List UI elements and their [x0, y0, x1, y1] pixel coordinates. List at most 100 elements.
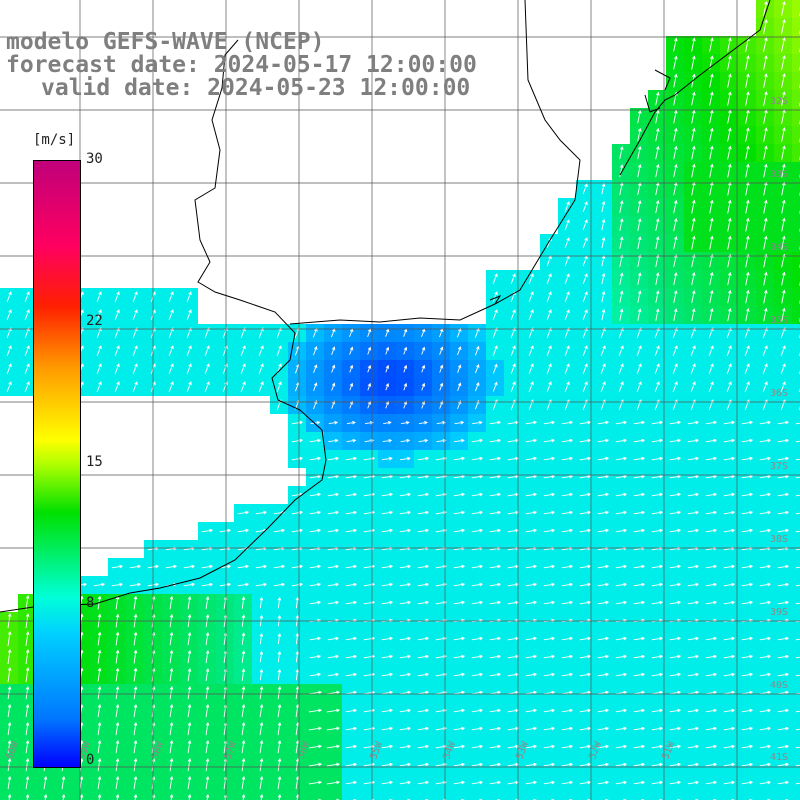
wind-arrow [258, 381, 264, 393]
wind-arrow [381, 672, 394, 677]
wind-arrow [169, 757, 174, 772]
wind-arrow [669, 600, 682, 605]
wind-arrow [723, 744, 736, 749]
wind-arrow [633, 708, 646, 713]
wind-arrow [759, 564, 772, 569]
field-cell [792, 0, 800, 18]
wind-arrow [723, 438, 736, 443]
wind-arrow [345, 744, 358, 749]
wind-arrow [579, 744, 592, 749]
wind-arrow [168, 345, 174, 357]
wind-arrow [169, 793, 174, 800]
wind-arrow [763, 73, 768, 88]
wind-arrow [741, 690, 754, 695]
wind-arrow [597, 636, 610, 641]
wind-arrow [510, 345, 516, 357]
wind-arrow [399, 492, 412, 497]
field-cell [792, 648, 800, 666]
wind-arrow [723, 420, 736, 425]
field-cell [792, 270, 800, 288]
wind-arrow [600, 363, 606, 375]
wind-arrow [705, 726, 718, 731]
wind-arrow [579, 492, 592, 497]
wind-arrow [169, 685, 174, 700]
wind-arrow [601, 272, 606, 285]
wind-arrow [7, 685, 12, 700]
wind-arrow [762, 327, 768, 339]
wind-arrow [691, 290, 696, 304]
wind-arrow [651, 726, 664, 731]
wind-arrow [543, 636, 556, 641]
wind-arrow [277, 703, 282, 718]
wind-arrow [615, 600, 628, 605]
wind-arrow [528, 381, 534, 393]
field-cell [594, 792, 612, 800]
wind-arrow [546, 327, 552, 339]
wind-arrow [346, 420, 356, 425]
wind-arrow [633, 780, 646, 785]
wind-arrow [201, 528, 214, 533]
title-valid-date: valid date: 2024-05-23 12:00:00 [41, 75, 471, 101]
wind-arrow [417, 474, 430, 479]
wind-arrow [186, 363, 192, 375]
wind-arrow [525, 690, 538, 695]
field-cell [792, 180, 800, 198]
wind-arrow [326, 780, 341, 785]
wind-arrow [129, 582, 142, 587]
wind-arrow [381, 474, 394, 479]
wind-arrow [525, 474, 538, 479]
wind-arrow [579, 690, 592, 695]
wind-arrow [489, 510, 502, 515]
wind-arrow [205, 739, 210, 754]
wind-arrow [417, 780, 430, 785]
wind-arrow [759, 420, 772, 425]
wind-arrow [309, 438, 322, 443]
wind-arrow [525, 438, 538, 443]
wind-arrow [780, 381, 786, 393]
wind-arrow [132, 381, 138, 393]
wind-arrow [669, 780, 682, 785]
wind-arrow [525, 492, 538, 497]
wind-arrow [651, 474, 664, 479]
wind-arrow [97, 667, 102, 682]
wind-arrow [273, 528, 286, 533]
wind-arrow [564, 291, 570, 303]
wind-arrow [489, 438, 502, 443]
wind-arrow [582, 345, 588, 357]
wind-arrow [673, 55, 678, 70]
wind-arrow [24, 309, 30, 321]
wind-arrow [385, 346, 390, 355]
wind-arrow [187, 595, 192, 610]
wind-arrow [439, 382, 444, 391]
wind-arrow [723, 762, 736, 767]
wind-arrow [418, 420, 428, 425]
wind-arrow [673, 163, 678, 178]
wind-arrow [781, 127, 786, 142]
wind-arrow [726, 327, 732, 339]
field-cell [792, 450, 800, 468]
wind-arrow [205, 775, 210, 790]
wind-arrow [291, 420, 304, 425]
wind-arrow [255, 510, 268, 515]
wind-arrow [259, 596, 264, 609]
wind-arrow [133, 595, 138, 610]
wind-arrow [417, 492, 430, 497]
wind-arrow [673, 217, 678, 232]
wind-arrow [759, 636, 772, 641]
wind-arrow [525, 672, 538, 677]
wind-arrow [561, 654, 574, 659]
wind-arrow [97, 739, 102, 754]
lat-label: 39S [770, 607, 789, 618]
field-cell [702, 792, 720, 800]
wind-arrow [169, 721, 174, 736]
wind-arrow [187, 685, 192, 700]
wind-arrow [619, 146, 624, 160]
wind-arrow [651, 492, 664, 497]
wind-arrow [618, 327, 624, 339]
wind-arrow [205, 685, 210, 700]
wind-arrow [669, 420, 682, 425]
wind-arrow [745, 217, 750, 232]
field-cell [342, 792, 360, 800]
wind-arrow [597, 780, 610, 785]
wind-arrow [187, 631, 192, 646]
